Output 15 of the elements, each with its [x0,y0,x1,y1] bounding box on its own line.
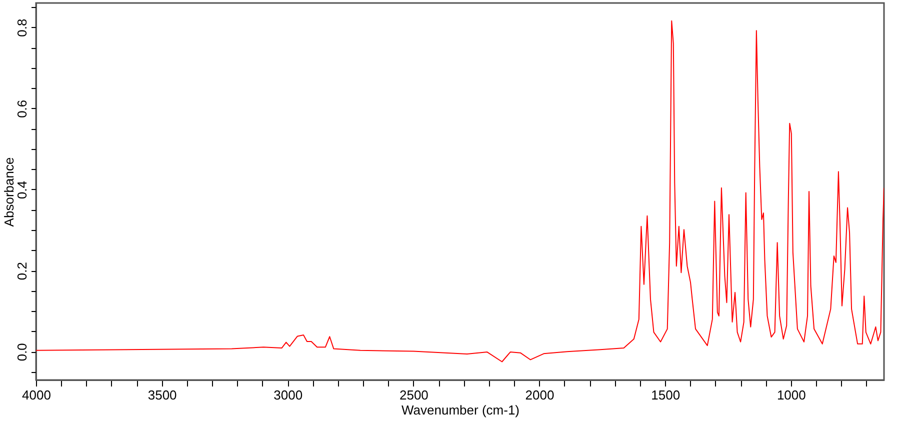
y-axis-title: Absorbance [2,157,16,227]
x-tick-label: 4000 [22,388,51,402]
y-tick-label: 0.0 [14,343,30,362]
line-series [36,20,884,362]
x-tick-label: 3000 [274,388,303,402]
x-tick-label: 3500 [148,388,177,402]
x-axis-title: Wavenumber (cm-1) [402,402,520,418]
y-tick-label: 0.2 [14,262,30,280]
y-tick-label: 0.6 [14,100,30,118]
x-tick-label: 1500 [651,388,680,402]
y-tick-label: 0.4 [14,180,30,200]
y-tick-label: 0.8 [14,18,30,37]
x-tick-label: 2000 [525,388,554,402]
x-tick-label: 2500 [399,388,428,402]
x-tick-label: 1000 [776,388,806,402]
